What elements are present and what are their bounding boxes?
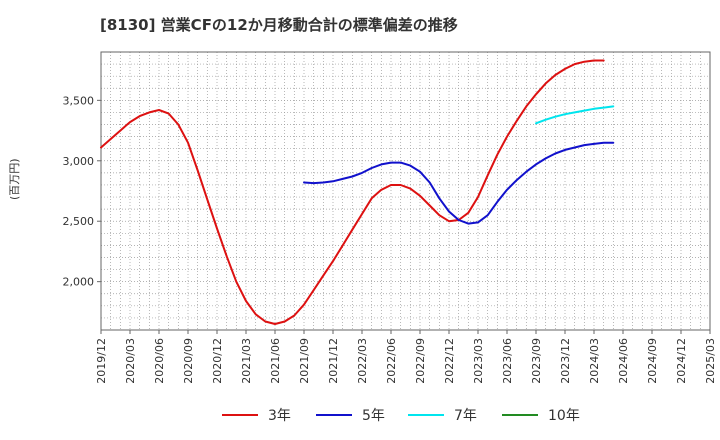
series-line-2 <box>535 105 615 125</box>
chart-plot: 2,000 2,500 3,000 3,500 2019/12 2020/03 2020/0… <box>63 51 717 384</box>
plot-area <box>101 52 710 330</box>
legend-label-7y: 7年 <box>454 408 477 424</box>
y-tick-label: 3,500 <box>63 94 95 107</box>
x-tick-label: 2024/12 <box>675 338 688 384</box>
y-tick-label: 2,000 <box>63 276 95 289</box>
legend-label-5y: 5年 <box>362 408 385 424</box>
x-tick-label: 2019/12 <box>95 338 108 384</box>
legend-item-7y: 7年 <box>408 404 477 426</box>
x-tick-label: 2022/06 <box>385 338 398 384</box>
y-tick-label: 2,500 <box>63 215 95 228</box>
legend-swatch-7y <box>408 414 444 416</box>
legend-label-3y: 3年 <box>268 408 291 424</box>
legend-swatch-3y <box>222 414 258 416</box>
chart-title: [8130] 営業CFの12か月移動合計の標準偏差の推移 <box>100 16 458 34</box>
legend-label-10y: 10年 <box>548 408 580 424</box>
x-tick-label: 2024/09 <box>646 338 659 384</box>
legend-item-10y: 10年 <box>502 404 580 426</box>
x-tick-label: 2023/03 <box>472 338 485 384</box>
x-tick-label: 2020/06 <box>153 338 166 384</box>
x-tick-label: 2022/12 <box>443 338 456 384</box>
x-tick-label: 2023/06 <box>501 338 514 384</box>
x-tick-label: 2022/03 <box>356 338 369 384</box>
x-tick-label: 2021/03 <box>240 338 253 384</box>
x-tick-label: 2023/12 <box>559 338 572 384</box>
x-tick-label: 2020/12 <box>211 338 224 384</box>
legend-item-5y: 5年 <box>316 404 385 426</box>
x-tick-label: 2022/09 <box>414 338 427 384</box>
legend-swatch-10y <box>502 414 538 416</box>
x-tick-label: 2024/03 <box>588 338 601 384</box>
x-tick-label: 2021/09 <box>298 338 311 384</box>
legend-swatch-5y <box>316 414 352 416</box>
x-tick-label: 2020/09 <box>182 338 195 384</box>
series-line-1 <box>303 141 615 225</box>
x-tick-label: 2021/12 <box>327 338 340 384</box>
x-tick-label: 2020/03 <box>124 338 137 384</box>
x-tick-label: 2023/09 <box>530 338 543 384</box>
legend: 3年 5年 7年 10年 <box>0 404 720 426</box>
x-tick-label: 2021/06 <box>269 338 282 384</box>
plot-frame <box>100 51 711 331</box>
legend-item-3y: 3年 <box>222 404 291 426</box>
series-line-0 <box>100 59 605 325</box>
x-tick-label: 2024/06 <box>617 338 630 384</box>
y-tick-label: 3,000 <box>63 155 95 168</box>
x-tick-label: 2025/03 <box>704 338 717 384</box>
